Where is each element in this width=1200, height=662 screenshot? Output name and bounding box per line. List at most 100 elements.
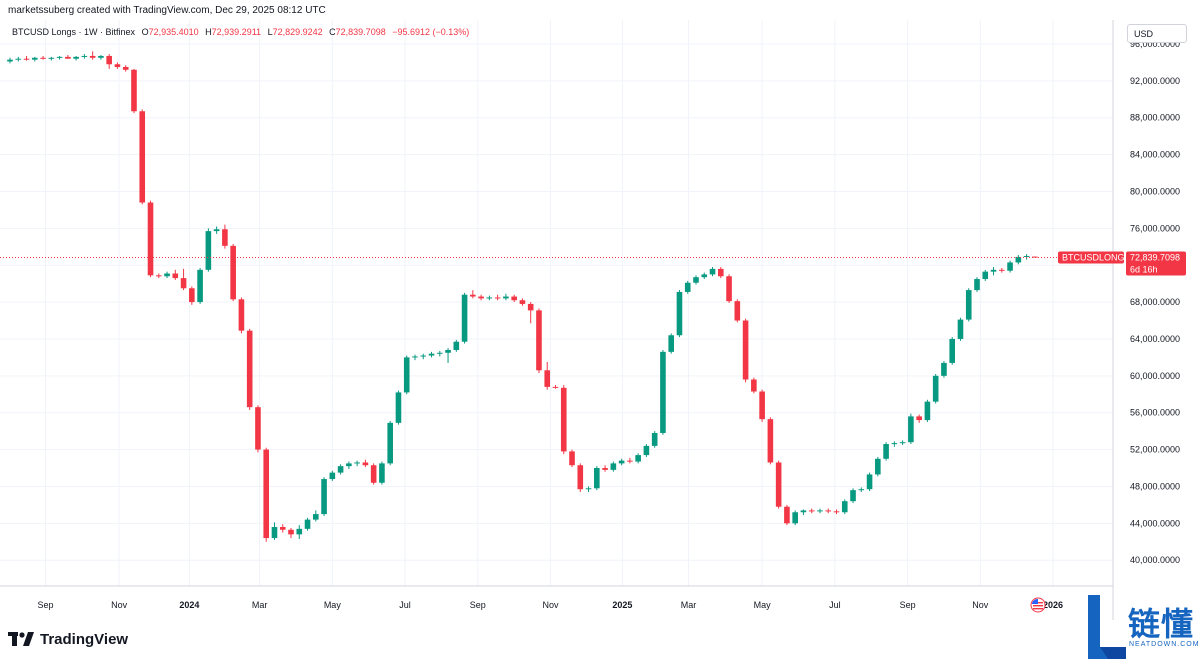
candle: [784, 504, 790, 526]
tradingview-logo[interactable]: TradingView: [8, 630, 128, 648]
tradingview-logo-icon: [8, 632, 34, 646]
candle: [941, 361, 947, 378]
candle: [403, 355, 410, 395]
candle-body: [660, 351, 666, 433]
candle: [370, 463, 377, 485]
candle: [486, 295, 493, 301]
candle-body: [222, 229, 228, 246]
candle: [775, 460, 782, 509]
candle-body: [684, 282, 691, 292]
candle-body: [602, 468, 608, 470]
candle: [131, 68, 137, 114]
legend-symbol: BTCUSD Longs · 1W · Bitfinex: [12, 27, 136, 37]
candle-body: [643, 445, 650, 456]
candle-body: [866, 474, 873, 490]
candle-body: [717, 268, 724, 277]
candle: [387, 420, 393, 466]
candle: [602, 465, 608, 472]
candle-body: [709, 268, 716, 275]
y-tick-label: 52,000.0000: [1130, 445, 1180, 455]
candle: [362, 459, 369, 468]
candle: [271, 522, 278, 540]
candle-body: [354, 462, 360, 464]
candle: [238, 297, 245, 334]
candle-body: [999, 269, 1005, 271]
candle: [31, 56, 38, 62]
candle-body: [899, 442, 906, 444]
candle-body: [957, 319, 964, 339]
candle: [1023, 254, 1030, 260]
candle: [875, 456, 881, 477]
currency-selector[interactable]: USD: [1127, 24, 1187, 43]
candle-body: [205, 231, 212, 270]
candle: [759, 389, 765, 422]
candle: [916, 414, 922, 423]
candle: [23, 55, 30, 61]
candle-body: [346, 463, 352, 467]
candle: [213, 226, 220, 234]
candle: [618, 458, 625, 466]
candle-body: [65, 56, 71, 59]
candle: [412, 354, 418, 361]
candle-body: [337, 466, 344, 473]
candle: [635, 453, 641, 464]
watermark-chinese: 链懂: [1128, 605, 1195, 643]
time-axis[interactable]: Sep Nov 2024 Mar May Jul Sep Nov 2025 Mar May Jul Se…: [38, 600, 1064, 610]
candle-body: [313, 514, 319, 520]
candle-body: [1007, 262, 1013, 271]
candle: [767, 417, 774, 465]
candle-body: [875, 458, 881, 475]
candle: [668, 333, 674, 354]
candle: [155, 273, 162, 279]
candle: [974, 277, 980, 292]
candle: [701, 272, 708, 280]
candle-body: [395, 392, 402, 423]
candle: [15, 56, 22, 62]
candle: [999, 267, 1005, 273]
candle: [726, 274, 732, 303]
candle: [205, 228, 212, 272]
candle-body: [908, 416, 914, 443]
candle-body: [618, 460, 625, 464]
candle: [89, 51, 96, 60]
legend-close-label: C: [329, 27, 336, 37]
x-tick-label: Nov: [543, 600, 560, 610]
candle-body: [982, 271, 989, 280]
candle-body: [478, 296, 484, 299]
candle: [106, 54, 112, 69]
candle-body: [800, 510, 807, 513]
candle-body: [817, 510, 823, 512]
neatdown-watermark: 链懂 NEATDOWN.COM: [1086, 593, 1199, 661]
price-axis[interactable]: 40,000.0000 44,000.0000 48,000.0000 52,000.…: [1130, 39, 1180, 565]
candle: [40, 55, 46, 60]
y-tick-label: 68,000.0000: [1130, 297, 1180, 307]
candle-body: [461, 294, 468, 342]
price-tag-symbol-bg: [1058, 251, 1124, 264]
candle: [478, 294, 484, 301]
candle-body: [759, 391, 765, 420]
candle: [693, 275, 699, 285]
candle: [536, 308, 542, 374]
y-tick-label: 84,000.0000: [1130, 150, 1180, 160]
candle-body: [792, 512, 798, 524]
candle-body: [775, 462, 782, 507]
x-tick-label: 2026: [1043, 600, 1063, 610]
us-flag-icon[interactable]: [1030, 597, 1046, 613]
candle-body: [585, 488, 592, 490]
candle-body: [147, 202, 154, 276]
candle-body: [403, 357, 410, 393]
y-tick-label: 44,000.0000: [1130, 518, 1180, 528]
candle: [503, 293, 509, 301]
candle-body: [189, 288, 195, 303]
legend-high: 72,939.2911: [211, 27, 262, 37]
candle: [56, 55, 63, 60]
candle: [246, 328, 253, 410]
candlestick-chart[interactable]: 40,000.0000 44,000.0000 48,000.0000 52,000.…: [0, 20, 1200, 620]
y-tick-label: 64,000.0000: [1130, 334, 1180, 344]
price-tag[interactable]: BTCUSDLONGS 72,839.7098 6d 16h: [1058, 251, 1186, 276]
candle: [883, 442, 889, 461]
x-tick-label: Sep: [900, 600, 916, 610]
tradingview-brand: TradingView: [40, 630, 129, 648]
candle: [230, 244, 236, 302]
candle-body: [569, 451, 575, 466]
